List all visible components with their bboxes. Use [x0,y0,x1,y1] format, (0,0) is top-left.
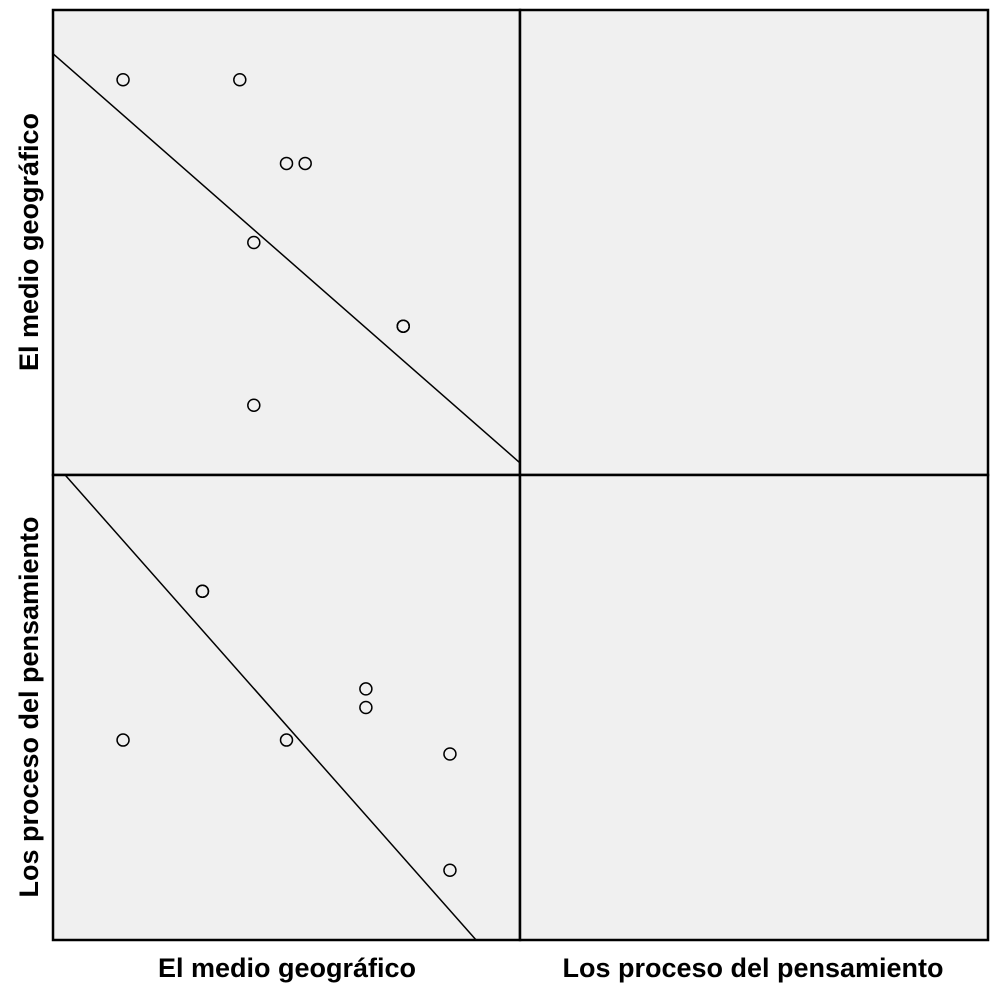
scatter-point [116,733,130,747]
scatter-point [247,235,261,250]
row-label-medio-geografico: El medio geográfico [14,113,44,371]
scatter-panel-x-proceso-y-medio [64,474,477,941]
panel-background [51,473,522,942]
scatter-point [279,733,294,747]
scatter-panel-x-medio-y-proceso [52,53,521,464]
scatter-point [279,156,294,171]
fit-line [52,53,521,464]
panel-top-left [51,8,522,477]
scatter-point [359,682,373,696]
panel-top-right [52,8,990,477]
panel-background [518,473,990,942]
scatter-point [233,73,247,87]
panel-bottom-left [51,473,522,942]
scatter-point [443,747,457,761]
column-label-proceso-pensamiento: Los proceso del pensamiento [562,953,943,983]
scatter-point [195,584,210,598]
scatter-point [359,700,373,715]
scatter-point [396,319,410,333]
panel-bottom-right [518,473,990,942]
scatter-point [116,73,130,87]
column-label-medio-geografico: El medio geográfico [158,953,416,983]
scatter-point [298,156,312,171]
row-label-proceso-pensamiento: Los proceso del pensamiento [14,516,44,897]
scatter-point [247,398,261,412]
panel-background [518,8,990,477]
fit-line [64,474,477,941]
panel-background [51,8,522,477]
scatter-point [443,863,457,877]
